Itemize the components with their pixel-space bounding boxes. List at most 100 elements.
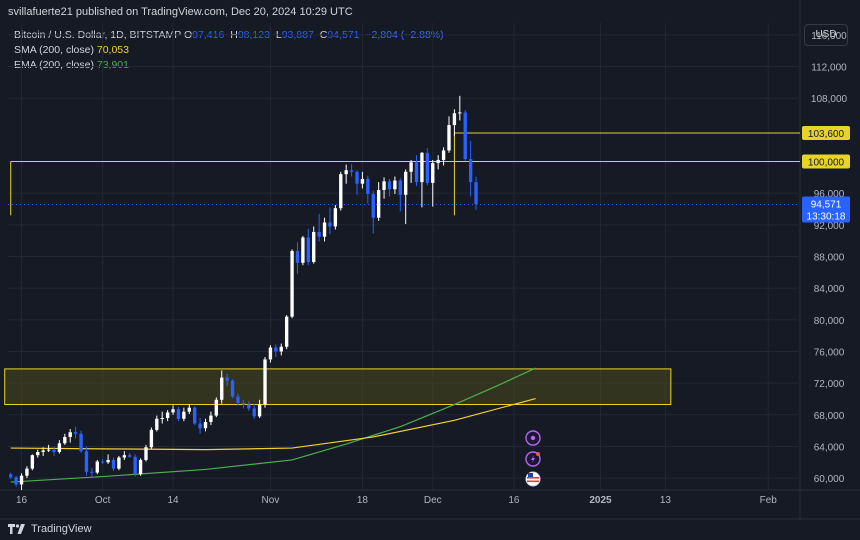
- candle: [333, 205, 338, 230]
- candle-body: [447, 125, 451, 151]
- footer-brand: TradingView: [31, 523, 92, 535]
- candle: [138, 458, 143, 476]
- dividend-icon-ring: [525, 430, 541, 446]
- current-price-label: 94,571: [811, 199, 842, 210]
- candle-body: [420, 152, 424, 183]
- candle: [46, 444, 51, 453]
- high-value: 98,123: [237, 29, 270, 41]
- candle-body: [79, 433, 83, 452]
- candle: [360, 171, 365, 189]
- candle-body: [414, 162, 419, 183]
- candle-body: [155, 418, 159, 430]
- candle: [322, 217, 327, 242]
- candle: [317, 213, 321, 242]
- candle: [182, 407, 186, 422]
- candle-body: [128, 455, 132, 457]
- candle-body: [149, 429, 154, 448]
- candle: [193, 406, 197, 426]
- candle: [63, 433, 67, 445]
- change-value: −2,804 (−2.88%): [365, 29, 444, 41]
- candle-body: [360, 178, 365, 184]
- sma-row[interactable]: SMA (200, close) 70,053: [14, 43, 444, 58]
- candle: [41, 447, 45, 456]
- candle-body: [198, 423, 202, 429]
- candle-body: [317, 231, 321, 237]
- candle-body: [284, 316, 289, 347]
- close-value: 94,571: [327, 29, 360, 41]
- candle-body: [349, 170, 354, 172]
- candle-body: [268, 347, 273, 360]
- candle: [247, 401, 251, 411]
- candle: [376, 182, 381, 221]
- time-tick-label: Feb: [760, 495, 778, 506]
- currency-selector[interactable]: USD: [804, 24, 848, 46]
- candle-body: [171, 409, 175, 413]
- candle: [274, 344, 278, 358]
- time-tick-label: 13: [660, 495, 672, 506]
- candle: [447, 116, 451, 153]
- candle: [149, 427, 154, 449]
- ema-row[interactable]: EMA (200, close) 73,901: [14, 58, 444, 73]
- candle: [68, 429, 72, 443]
- candle-body: [339, 174, 343, 209]
- candle: [187, 404, 191, 415]
- candle-body: [431, 163, 435, 183]
- candle-body: [366, 178, 370, 194]
- candle: [463, 110, 467, 161]
- candle: [263, 357, 267, 408]
- candle-body: [252, 408, 256, 417]
- candle-body: [160, 417, 164, 419]
- candle: [404, 169, 408, 225]
- candle-body: [301, 237, 305, 263]
- price-tick-label: 60,000: [814, 474, 845, 485]
- candle-body: [14, 477, 18, 485]
- candle-body: [468, 159, 473, 183]
- candle: [301, 235, 305, 266]
- candle: [36, 449, 40, 458]
- publish-line: svillafuerte21 published on TradingView.…: [8, 6, 353, 18]
- candle-body: [176, 409, 181, 419]
- candle: [220, 370, 224, 404]
- candle: [241, 399, 246, 409]
- candle-body: [46, 449, 51, 451]
- candle-body: [376, 190, 381, 218]
- ema-label: EMA (200, close): [14, 59, 94, 71]
- candle: [441, 147, 446, 166]
- candle-body: [122, 455, 127, 458]
- time-tick-label: 2025: [589, 495, 612, 506]
- open-value: 97,416: [192, 29, 225, 41]
- candle-body: [333, 208, 338, 227]
- candle: [214, 397, 218, 418]
- candle-body: [328, 222, 332, 227]
- price-tick-label: 100,000: [811, 158, 848, 169]
- symbol-row[interactable]: Bitcoin / U.S. Dollar, 1D, BITSTAMP O97,…: [14, 28, 444, 43]
- candle: [73, 426, 78, 439]
- candle-body: [30, 455, 35, 469]
- candle: [295, 242, 300, 274]
- time-tick-label: Dec: [424, 495, 442, 506]
- low-value: 93,887: [281, 29, 314, 41]
- chart-legend: Bitcoin / U.S. Dollar, 1D, BITSTAMP O97,…: [14, 28, 444, 73]
- candle-body: [52, 449, 56, 453]
- candle: [349, 163, 354, 177]
- price-tick-label: 84,000: [814, 284, 845, 295]
- candle-body: [371, 193, 375, 218]
- candle: [425, 148, 430, 186]
- level-badge: [802, 154, 850, 169]
- candle-body: [187, 407, 191, 412]
- candle-body: [241, 402, 246, 405]
- candle-body: [355, 171, 359, 184]
- candle-body: [57, 443, 62, 453]
- candle: [57, 440, 62, 454]
- candle-body: [306, 237, 310, 263]
- time-tick-label: Nov: [262, 495, 280, 506]
- candle-body: [393, 180, 397, 190]
- candle: [474, 176, 478, 210]
- candle: [90, 467, 94, 477]
- candle-body: [193, 407, 197, 424]
- candle-body: [117, 457, 121, 469]
- dividend-icon-dot: [530, 435, 536, 441]
- candle-body: [106, 459, 110, 463]
- candle: [133, 454, 137, 477]
